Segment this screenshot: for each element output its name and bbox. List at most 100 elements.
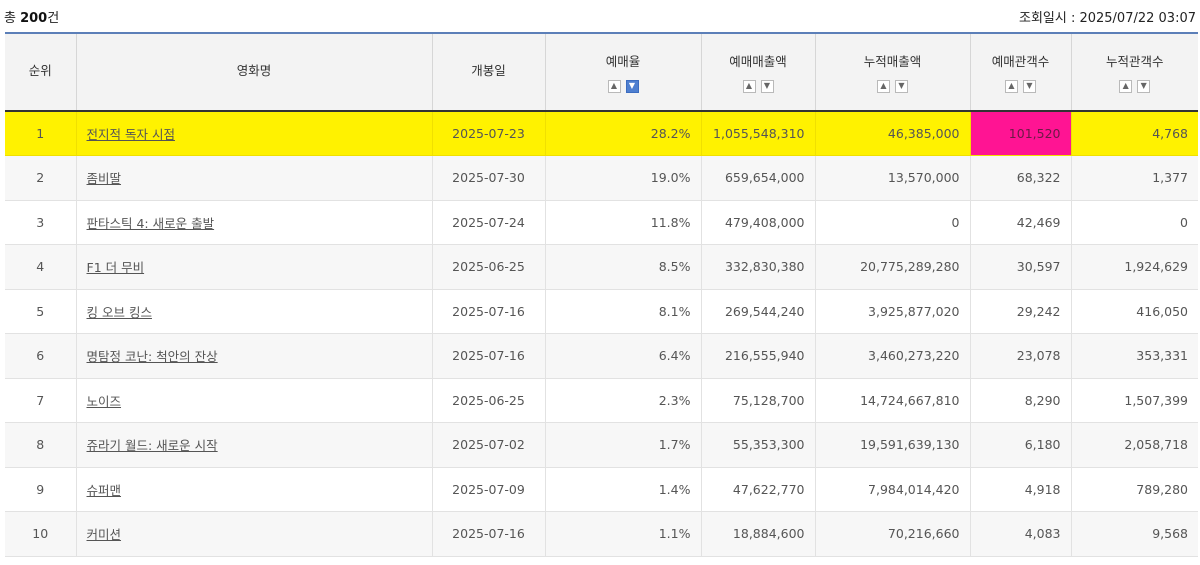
column-header-title: 영화명	[75, 32, 432, 112]
cell-cum_sales: 20,775,289,280	[814, 244, 970, 290]
movie-title-link[interactable]: 노이즈	[86, 393, 122, 409]
cell-cum_audience: 353,331	[1070, 333, 1198, 379]
table-row: 4 F1 더 무비 2025-06-25 8.5% 332,830,380 20,775,…	[5, 244, 1198, 290]
sort-down-icon[interactable]: ▼	[895, 79, 908, 93]
sort-up-icon[interactable]: ▲	[607, 79, 621, 93]
movie-title-link[interactable]: 명탐정 코난: 척안의 잔상	[86, 349, 218, 365]
cell-release: 2025-07-09	[431, 467, 545, 512]
cell-sales: 18,884,600	[700, 511, 815, 557]
cell-rank: 6	[5, 333, 76, 379]
sort-down-icon[interactable]: ▼	[1137, 79, 1151, 93]
cell-audience: 23,078	[969, 333, 1071, 379]
cell-sales: 269,544,240	[700, 289, 815, 334]
cell-title: 명탐정 코난: 척안의 잔상	[75, 333, 432, 379]
movie-title-link[interactable]: 킹 오브 킹스	[86, 304, 152, 320]
cell-cum_sales: 3,460,273,220	[814, 333, 970, 379]
table-body: 1 전지적 독자 시점 2025-07-23 28.2% 1,055,548,310 46…	[5, 111, 1198, 557]
cell-cum_sales: 3,925,877,020	[814, 289, 970, 334]
cell-sales: 47,622,770	[700, 467, 815, 512]
movie-title-link[interactable]: 판타스틱 4: 새로운 출발	[86, 215, 215, 231]
query-timestamp: 조회일시 : 2025/07/22 03:07	[1018, 11, 1196, 26]
cell-cum_sales: 19,591,639,130	[814, 422, 970, 468]
movie-title-link[interactable]: 전지적 독자 시점	[86, 127, 175, 142]
cell-cum_audience: 1,924,629	[1070, 244, 1198, 290]
sort-controls: ▲ ▼	[742, 79, 774, 93]
sort-up-icon[interactable]: ▲	[1005, 79, 1018, 93]
sort-up-icon[interactable]: ▲	[1119, 79, 1133, 93]
movie-title-link[interactable]: F1 더 무비	[86, 260, 145, 276]
table-row: 3 판타스틱 4: 새로운 출발 2025-07-24 11.8% 479,408,00…	[5, 200, 1198, 245]
cell-rate: 2.3%	[544, 378, 701, 423]
table-row: 9 슈퍼맨 2025-07-09 1.4% 47,622,770 7,984,014,42…	[5, 467, 1198, 512]
sort-controls: ▲ ▼	[1119, 79, 1151, 93]
cell-rate: 1.7%	[544, 422, 701, 468]
cell-rank: 5	[5, 289, 76, 334]
cell-cum_sales: 14,724,667,810	[814, 378, 970, 423]
cell-rate: 28.2%	[544, 111, 701, 156]
table-row: 5 킹 오브 킹스 2025-07-16 8.1% 269,544,240 3,925,8…	[5, 289, 1198, 334]
column-header-label: 예매매출액	[729, 54, 787, 70]
cell-release: 2025-07-02	[431, 422, 545, 468]
cell-rate: 8.1%	[544, 289, 701, 334]
cell-release: 2025-07-30	[431, 155, 545, 201]
cell-sales: 659,654,000	[700, 155, 815, 201]
cell-rate: 19.0%	[544, 155, 701, 201]
cell-cum_sales: 7,984,014,420	[814, 467, 970, 512]
column-header-label: 개봉일	[471, 62, 506, 78]
cell-rank: 4	[5, 244, 76, 290]
cell-cum_audience: 0	[1070, 200, 1198, 245]
cell-cum_audience: 1,507,399	[1070, 378, 1198, 423]
sort-controls: ▲ ▼	[1005, 79, 1036, 93]
movie-title-link[interactable]: 슈퍼맨	[86, 482, 122, 498]
cell-rank: 3	[5, 200, 76, 245]
cell-title: 전지적 독자 시점	[75, 111, 432, 156]
movie-title-link[interactable]: 좀비딸	[86, 171, 122, 187]
column-header-cum_audience: 누적관객수 ▲ ▼	[1070, 32, 1198, 112]
column-header-label: 예매관객수	[991, 54, 1050, 70]
cell-cum_sales: 70,216,660	[814, 511, 970, 557]
cell-title: 슈퍼맨	[75, 467, 432, 512]
cell-release: 2025-06-25	[431, 378, 545, 423]
cell-rate: 8.5%	[544, 244, 701, 290]
column-header-label: 예매율	[605, 54, 641, 70]
cell-sales: 1,055,548,310	[700, 111, 815, 156]
movie-title-link[interactable]: 쥬라기 월드: 새로운 시작	[86, 438, 218, 454]
column-header-rate: 예매율 ▲ ▼	[544, 32, 701, 112]
cell-title: F1 더 무비	[75, 244, 432, 290]
cell-cum_audience: 4,768	[1070, 111, 1198, 156]
sort-up-icon[interactable]: ▲	[877, 79, 890, 93]
table-row: 2 좀비딸 2025-07-30 19.0% 659,654,000 13,570,000…	[5, 155, 1198, 201]
sort-up-icon[interactable]: ▲	[742, 79, 756, 93]
cell-cum_audience: 789,280	[1070, 467, 1198, 512]
table-row: 1 전지적 독자 시점 2025-07-23 28.2% 1,055,548,310 46…	[5, 111, 1198, 156]
cell-rank: 10	[5, 511, 76, 557]
table-row: 10 커미션 2025-07-16 1.1% 18,884,600 70,216,660 4…	[5, 511, 1198, 557]
sort-controls: ▲ ▼	[607, 79, 639, 93]
cell-sales: 216,555,940	[700, 333, 815, 379]
cell-cum_audience: 1,377	[1070, 155, 1198, 201]
cell-release: 2025-07-16	[431, 333, 545, 379]
cell-release: 2025-07-23	[431, 111, 545, 156]
column-header-label: 누적관객수	[1105, 54, 1164, 70]
cell-title: 판타스틱 4: 새로운 출발	[75, 200, 432, 245]
column-header-label: 영화명	[236, 62, 272, 78]
total-count: 총 200건	[4, 7, 59, 26]
cell-title: 좀비딸	[75, 155, 432, 201]
cell-sales: 55,353,300	[700, 422, 815, 468]
sort-down-icon[interactable]: ▼	[760, 79, 774, 93]
sort-controls: ▲ ▼	[877, 79, 908, 93]
total-suffix: 건	[47, 11, 60, 26]
cell-audience: 29,242	[969, 289, 1071, 334]
cell-rate: 11.8%	[544, 200, 701, 245]
cell-cum_audience: 9,568	[1070, 511, 1198, 557]
sort-down-icon[interactable]: ▼	[625, 79, 639, 93]
sort-down-icon[interactable]: ▼	[1023, 79, 1036, 93]
column-header-label: 누적매출액	[863, 54, 922, 70]
cell-audience: 30,597	[969, 244, 1071, 290]
movie-title-link[interactable]: 커미션	[86, 527, 122, 543]
table-row: 6 명탐정 코난: 척안의 잔상 2025-07-16 6.4% 216,555,940…	[5, 333, 1198, 379]
table-header-row: 순위 영화명 개봉일 예매율 ▲ ▼ 예매매출액 ▲ ▼ 누적매출액 ▲ ▼ 예매관객수 ▲ ▼ 누적관객수 ▲…	[5, 32, 1198, 112]
cell-audience: 68,322	[969, 155, 1071, 201]
cell-title: 커미션	[75, 511, 432, 557]
cell-title: 쥬라기 월드: 새로운 시작	[75, 422, 432, 468]
